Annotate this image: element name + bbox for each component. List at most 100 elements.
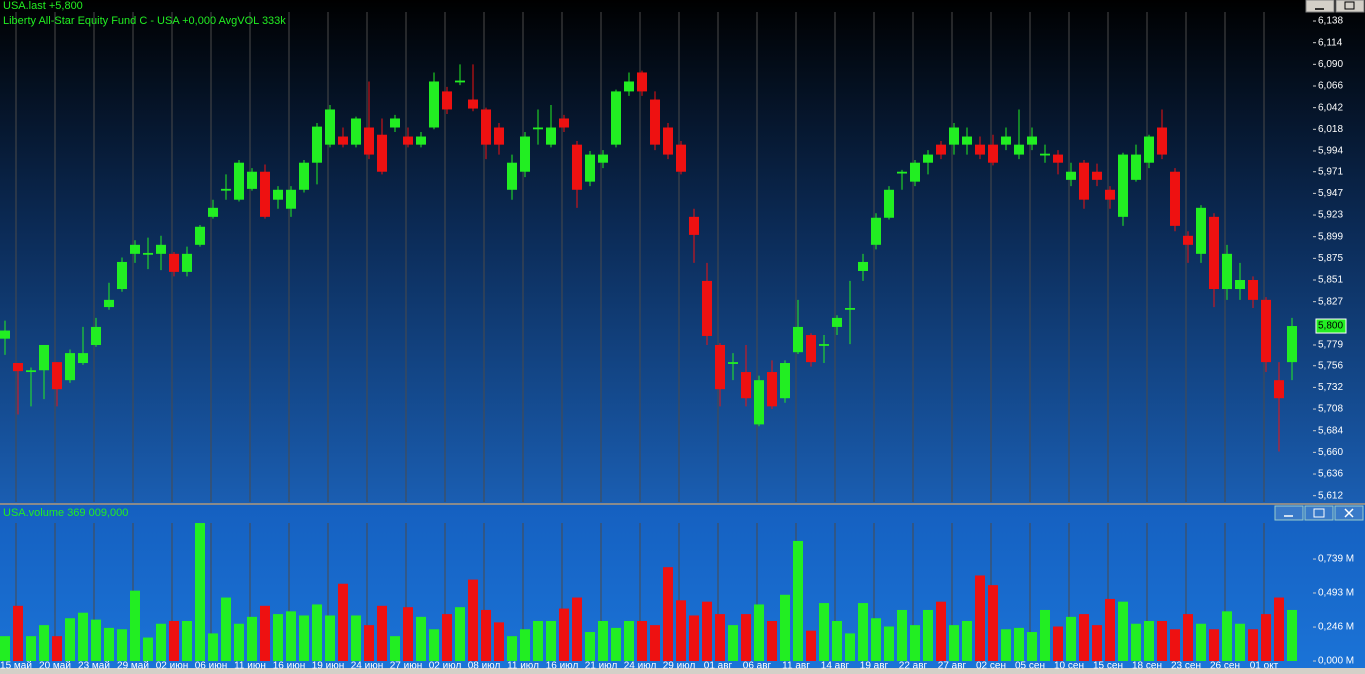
candle-body: [507, 162, 517, 190]
volume-bar: [455, 607, 465, 661]
volume-bar: [260, 605, 270, 661]
y-tick-label: 5,684: [1318, 425, 1343, 436]
y-tick-label: 5,756: [1318, 360, 1343, 371]
candle-body: [52, 362, 62, 390]
candle-body: [299, 162, 309, 190]
candle-body: [936, 144, 946, 155]
candle-body: [1170, 171, 1180, 226]
price-panel: [0, 0, 1365, 503]
candle-body: [1287, 326, 1297, 363]
candle-body: [65, 353, 75, 381]
candle-body: [0, 330, 10, 339]
minimize-button[interactable]: [1305, 0, 1335, 13]
x-tick-label: 02 июн: [156, 661, 189, 672]
volume-bar: [1105, 598, 1115, 661]
y-tick-label: 5,971: [1318, 166, 1343, 177]
x-tick-label: 15 сен: [1093, 661, 1123, 672]
volume-bar: [351, 615, 361, 661]
y-tick-label: 6,090: [1318, 59, 1343, 70]
candle-body: [260, 171, 270, 217]
candle-body: [312, 126, 322, 163]
candle-body: [273, 189, 283, 200]
candle-body: [468, 99, 478, 109]
candle-body: [754, 380, 764, 425]
candle-body: [390, 118, 400, 128]
candle-body: [1183, 235, 1193, 245]
minimize-button[interactable]: [1274, 505, 1304, 521]
x-tick-label: 01 авг: [704, 661, 733, 672]
candle-body: [715, 344, 725, 390]
candle-body: [897, 171, 907, 174]
x-tick-label: 19 июн: [312, 661, 345, 672]
x-tick-label: 21 июл: [585, 661, 618, 672]
window-buttons-volume: [1274, 505, 1364, 521]
volume-bar: [1079, 614, 1089, 661]
candle-body: [286, 189, 296, 209]
volume-bar: [1053, 626, 1063, 661]
candle-body: [1105, 189, 1115, 200]
panel-splitter[interactable]: [0, 503, 1365, 505]
volume-bar: [637, 620, 647, 661]
volume-bar: [130, 590, 140, 661]
volume-bar: [741, 614, 751, 661]
candle-body: [702, 280, 712, 336]
window-buttons-top: [1305, 0, 1365, 13]
volume-bar: [1118, 601, 1128, 661]
volume-bar: [156, 623, 166, 661]
volume-bar: [364, 625, 374, 661]
candle-body: [104, 299, 114, 308]
volume-bar: [598, 620, 608, 661]
y-tick-label: 5,899: [1318, 231, 1343, 242]
candle-body: [1118, 154, 1128, 217]
volume-bar: [416, 616, 426, 661]
x-tick-label: 15 май: [0, 661, 32, 672]
candle-body: [559, 118, 569, 128]
candle-body: [611, 91, 621, 145]
candle-body: [156, 244, 166, 254]
volume-bar: [533, 620, 543, 661]
x-tick-label: 06 авг: [743, 661, 772, 672]
x-tick-label: 26 сен: [1210, 661, 1240, 672]
candle-body: [429, 81, 439, 128]
volume-bar: [1001, 629, 1011, 661]
candle-body: [767, 372, 777, 407]
candle-body: [1040, 153, 1050, 156]
x-tick-label: 24 июл: [624, 661, 657, 672]
y-tick-label: 5,875: [1318, 253, 1343, 264]
volume-bar: [780, 594, 790, 661]
candle-body: [494, 127, 504, 145]
volume-bar: [949, 625, 959, 661]
volume-bar: [78, 612, 88, 661]
candle-body: [1066, 171, 1076, 180]
y-tick-label: 5,612: [1318, 490, 1343, 501]
y-tick-label: 5,660: [1318, 447, 1343, 458]
volume-bar: [481, 609, 491, 661]
volume-bar: [286, 611, 296, 661]
candle-body: [923, 154, 933, 163]
y-tick-label: 6,066: [1318, 81, 1343, 92]
candle-body: [572, 144, 582, 190]
candle-body: [650, 99, 660, 145]
volume-bar: [793, 540, 803, 661]
candle-body: [988, 144, 998, 163]
volume-bar: [559, 608, 569, 661]
candle-body: [975, 144, 985, 155]
volume-bar: [1170, 629, 1180, 661]
candle-body: [845, 307, 855, 310]
volume-bar: [520, 629, 530, 661]
volume-bar: [611, 627, 621, 661]
x-tick-label: 14 авг: [821, 661, 850, 672]
volume-bar: [806, 630, 816, 661]
maximize-button[interactable]: [1304, 505, 1334, 521]
y-tick-label: 5,779: [1318, 340, 1343, 351]
volume-bar: [0, 636, 10, 661]
x-tick-label: 27 авг: [938, 661, 967, 672]
x-tick-label: 02 сен: [976, 661, 1006, 672]
maximize-button[interactable]: [1335, 0, 1365, 13]
candle-body: [949, 127, 959, 145]
volume-bar: [572, 597, 582, 661]
volume-title: USA.volume 369 009,000: [3, 507, 128, 519]
x-tick-label: 29 май: [117, 661, 149, 672]
volume-bar: [845, 633, 855, 661]
